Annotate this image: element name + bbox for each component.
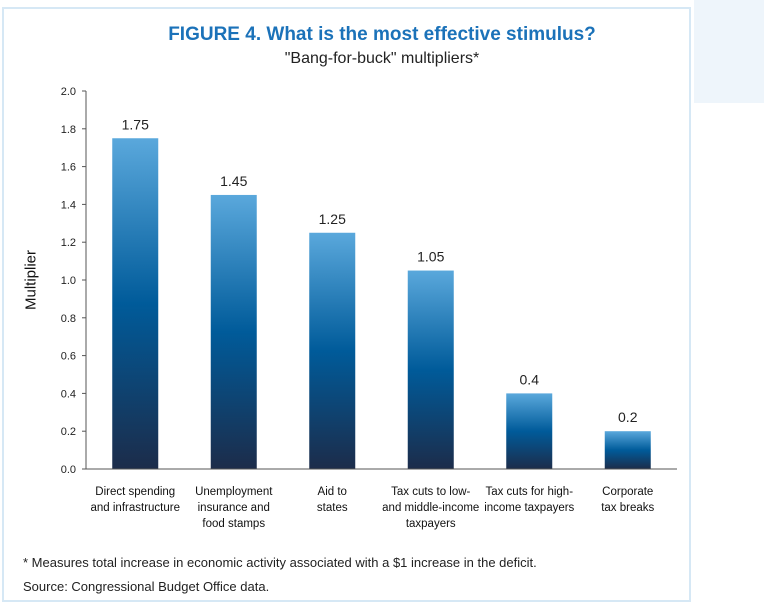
title-text: What is the most effective stimulus?	[266, 24, 596, 45]
category-label: Direct spending and infrastructure	[91, 486, 181, 514]
bar-value-label: 1.25	[319, 211, 346, 227]
title-prefix: FIGURE 4.	[168, 24, 262, 45]
category-label: Tax cuts for high-income taxpayers	[484, 486, 574, 514]
category-label: Tax cuts to low-and middle-income taxpaye…	[382, 486, 479, 530]
bar-value-label: 1.05	[417, 249, 444, 265]
y-tick-label: 1.6	[61, 162, 76, 174]
bar	[309, 232, 356, 469]
source-note: Source: Congressional Budget Office data…	[23, 579, 270, 594]
bar	[506, 393, 553, 469]
category-label: Unemployment insurance and food stamps	[195, 486, 273, 530]
category-label: Aid to states	[317, 486, 348, 514]
y-tick-label: 1.8	[61, 124, 76, 136]
chart-title: FIGURE 4. What is the most effective sti…	[0, 24, 764, 46]
y-tick-label: 1.0	[61, 275, 76, 287]
y-tick-label: 0.4	[61, 388, 76, 400]
category-label: Corporate tax breaks	[601, 486, 654, 514]
bar-value-label: 0.2	[618, 409, 638, 425]
bar	[407, 270, 454, 469]
background-panel	[694, 0, 764, 103]
bar	[112, 138, 159, 469]
footnote: * Measures total increase in economic ac…	[23, 555, 537, 570]
y-tick-label: 0.2	[61, 426, 76, 438]
bar-value-label: 0.4	[520, 371, 540, 387]
y-tick-label: 2.0	[61, 86, 76, 98]
y-tick-label: 0.6	[61, 351, 76, 363]
bar	[210, 194, 257, 469]
y-tick-label: 1.4	[61, 199, 76, 211]
bar	[604, 431, 651, 469]
y-tick-label: 0.8	[61, 313, 76, 325]
chart-subtitle: "Bang-for-buck" multipliers*	[284, 50, 480, 67]
bar-value-label: 1.45	[220, 173, 247, 189]
y-tick-label: 0.0	[61, 464, 76, 476]
y-tick-label: 1.2	[61, 237, 76, 249]
bar-value-label: 1.75	[122, 116, 149, 132]
